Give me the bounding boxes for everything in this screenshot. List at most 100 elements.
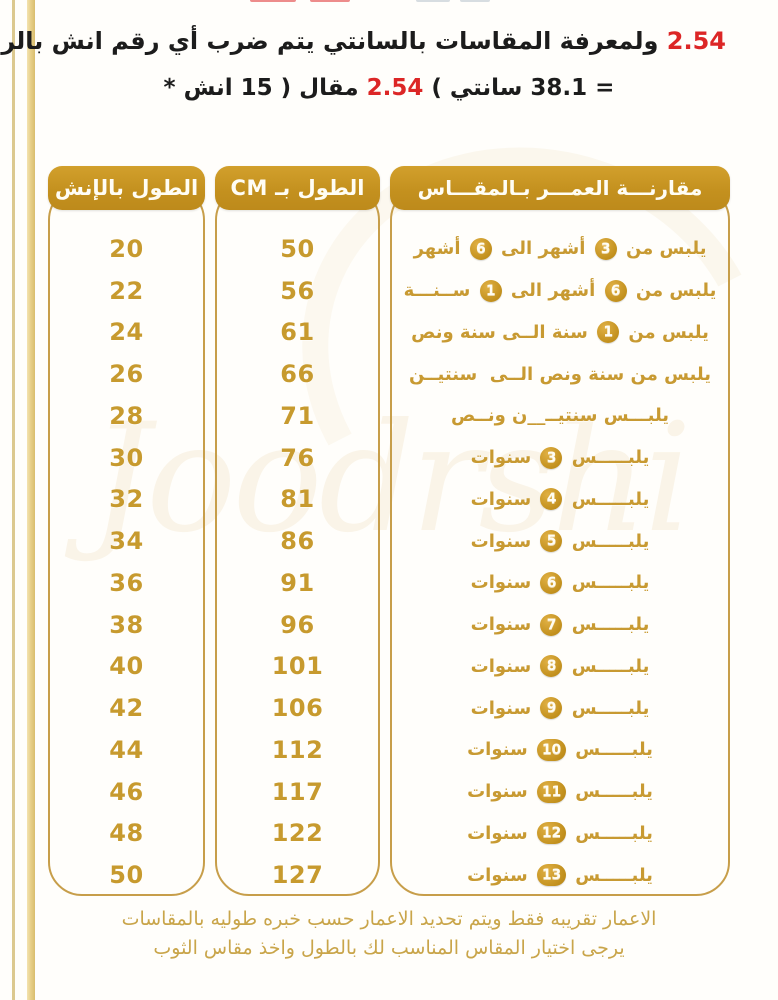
table-row: يلبـــــس 12 سنوات (390, 813, 730, 855)
column-length-cm: الطول بـ CM 50 56 61 66 71 76 81 86 91 96 101 106 11… (215, 166, 380, 896)
age-description: يلبـــــس 12 سنوات (467, 822, 653, 845)
cm-value: 106 (271, 694, 324, 723)
age-number-badge: 3 (540, 446, 563, 469)
inch-value: 42 (109, 694, 144, 723)
size-table: مقارنـــة العمـــر بـالمقـــاس يلبس من 3… (46, 166, 730, 896)
inch-value: 40 (109, 652, 144, 681)
cm-value: 122 (271, 819, 324, 848)
cm-value: 96 (280, 610, 315, 639)
age-text-segment: سنوات (470, 488, 538, 510)
table-row: 30 (48, 437, 205, 479)
age-number-badge: 8 (540, 655, 563, 678)
page-frame-left-bar (27, 0, 35, 1000)
age-number-badge: 6 (604, 279, 627, 302)
table-row: يلبـــــس 6 سنوات (390, 562, 730, 604)
table-row: 36 (48, 562, 205, 604)
table-row: 26 (48, 353, 205, 395)
age-number-badge: 1 (479, 279, 502, 302)
inch-value: 30 (109, 443, 144, 472)
age-description: يلبـــــس 9 سنوات (470, 697, 650, 720)
table-row: يلبـــــس 8 سنوات (390, 646, 730, 688)
table-row: 71 (215, 395, 380, 437)
age-text-segment: يلبس من سنة ونص الــى سنتيــن (409, 363, 712, 385)
age-number-badge: 11 (536, 780, 567, 803)
table-row: 40 (48, 646, 205, 688)
cm-value: 66 (280, 360, 315, 389)
age-text-segment: يلبـــــس (565, 697, 650, 719)
age-text-segment: أشهر الى (494, 238, 592, 260)
table-row: 127 (215, 854, 380, 896)
cm-value: 117 (271, 777, 324, 806)
age-number-badge: 12 (536, 822, 567, 845)
age-number-badge: 13 (536, 864, 567, 887)
table-row: يلبـــــس 4 سنوات (390, 479, 730, 521)
inch-value: 36 (109, 568, 144, 597)
age-text-segment: سنة الــى سنة ونص (411, 321, 595, 343)
cropped-top-banner-sliver (238, 0, 538, 2)
table-row: 106 (215, 687, 380, 729)
inch-value: 24 (109, 318, 144, 347)
age-text-segment: سنوات (470, 697, 538, 719)
age-text-segment: يلبـــــس (565, 447, 650, 469)
headline-accent-2: 2.54 (366, 75, 424, 101)
table-row: 76 (215, 437, 380, 479)
cm-value: 71 (280, 401, 315, 430)
inch-value: 50 (109, 861, 144, 890)
age-text-segment: يلبـــــس (569, 781, 653, 803)
table-row: 44 (48, 729, 205, 771)
column-length-inch: الطول بالإنش 20 22 24 26 28 30 32 34 36 38 40 42 44 4… (48, 166, 205, 896)
column-header-age: مقارنـــة العمـــر بـالمقـــاس (390, 166, 730, 210)
table-row: 22 (48, 270, 205, 312)
footer-line-2: يرجى اختيار المقاس المناسب لك بالطول واخ… (153, 937, 625, 960)
table-row: 32 (48, 479, 205, 521)
table-row: يلبـــــس 5 سنوات (390, 520, 730, 562)
table-row: 117 (215, 771, 380, 813)
headline-line-1: 2.54 ولمعرفة المقاسات بالسانتي يتم ضرب أ… (0, 26, 726, 56)
age-number-badge: 6 (540, 571, 563, 594)
table-row: يلبس من 3 أشهر الى 6 أشهر (390, 228, 730, 270)
age-number-badge: 6 (469, 237, 492, 260)
age-text-segment: يلبـــــس (565, 530, 650, 552)
table-row: 34 (48, 520, 205, 562)
table-row: 42 (48, 687, 205, 729)
table-row: 50 (48, 854, 205, 896)
age-text-segment: سنوات (467, 781, 534, 803)
table-row: 50 (215, 228, 380, 270)
age-text-segment: سنوات (470, 655, 538, 677)
age-text-segment: سنوات (470, 572, 538, 594)
age-description: يلبـــــس 3 سنوات (470, 446, 650, 469)
age-number-badge: 9 (540, 697, 563, 720)
table-row: يلبـــــس 11 سنوات (390, 771, 730, 813)
inch-value: 22 (109, 276, 144, 305)
table-row: 96 (215, 604, 380, 646)
page-frame-left-rule (12, 0, 15, 1000)
cm-value: 81 (280, 485, 315, 514)
age-number-badge: 1 (597, 321, 620, 344)
age-description: يلبـــــس 7 سنوات (471, 613, 650, 636)
age-text-segment: سنوات (470, 447, 538, 469)
age-text-segment: سنوات (467, 739, 534, 761)
age-text-segment: يلبـــــس (565, 488, 650, 510)
table-row: 28 (48, 395, 205, 437)
column-age-rows: يلبس من 3 أشهر الى 6 أشهر يلبس من 6 أشهر … (390, 218, 730, 896)
table-row: يلبس من سنة ونص الــى سنتيــن (390, 353, 730, 395)
age-description: يلبـــــس 11 سنوات (467, 780, 653, 803)
age-description: يلبس من سنة ونص الــى سنتيــن (409, 364, 711, 385)
age-text-segment: يلبـــــس (569, 739, 653, 761)
inch-value: 38 (109, 610, 144, 639)
inch-value: 34 (109, 527, 144, 556)
table-row: يلبـــــس 10 سنوات (390, 729, 730, 771)
age-text-segment: سنوات (467, 864, 534, 886)
cm-value: 56 (280, 276, 315, 305)
age-text-segment: سنوات (467, 822, 534, 844)
column-inch-rows: 20 22 24 26 28 30 32 34 36 38 40 42 44 46 48 50 (48, 218, 205, 896)
inch-value: 26 (109, 360, 144, 389)
footer-notes: الاعمار تقريبه فقط ويتم تحديد الاعمار حس… (48, 905, 730, 964)
age-number-badge: 7 (540, 613, 563, 636)
age-description: يلبس من 6 أشهر الى 1 ســنـــة (403, 279, 717, 302)
age-text-segment: ســنـــة (403, 280, 477, 302)
age-text-segment: يلبس من (619, 238, 707, 260)
cm-value: 50 (280, 234, 315, 263)
footer-line-1: الاعمار تقريبه فقط ويتم تحديد الاعمار حس… (121, 908, 657, 930)
age-text-segment: يلبـــــس (565, 655, 650, 677)
